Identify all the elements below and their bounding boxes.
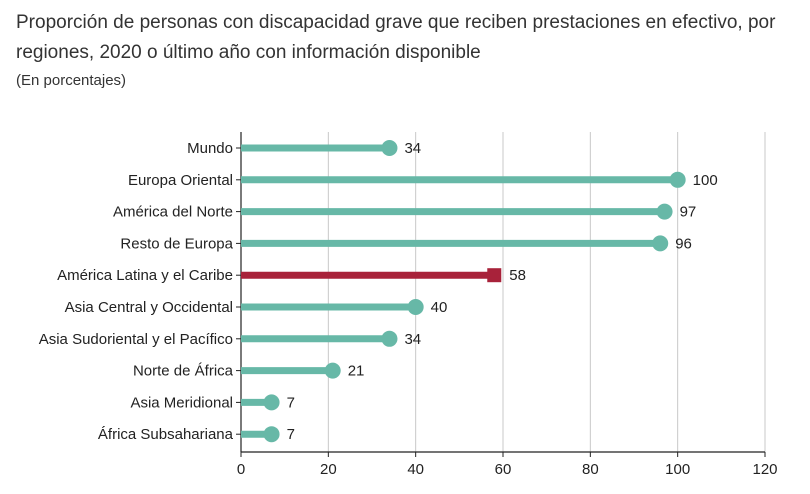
lollipop-marker-square xyxy=(487,268,502,283)
lollipop-marker xyxy=(656,203,673,220)
lollipop-marker xyxy=(324,362,341,379)
lollipop-marker xyxy=(669,171,686,188)
category-label: Asia Meridional xyxy=(130,394,233,411)
lollipop-marker xyxy=(263,426,280,443)
value-label: 97 xyxy=(680,204,697,221)
lollipop-marker xyxy=(263,394,280,411)
x-tick-label-20: 20 xyxy=(320,461,337,478)
chart-title: Proporción de personas con discapacidad … xyxy=(16,12,776,63)
category-label: Norte de África xyxy=(133,363,234,380)
category-label: Europa Oriental xyxy=(128,172,233,189)
lollipop-marker xyxy=(381,330,398,347)
category-label: Mundo xyxy=(187,140,233,157)
category-label: Asia Sudoriental y el Pacífico xyxy=(39,331,233,348)
value-label: 34 xyxy=(404,331,421,348)
value-label: 34 xyxy=(404,140,421,157)
value-label: 100 xyxy=(693,172,718,189)
x-tick-label-80: 80 xyxy=(582,461,599,478)
x-tick-label-0: 0 xyxy=(237,461,245,478)
value-label: 96 xyxy=(675,235,692,252)
value-label: 7 xyxy=(287,394,295,411)
x-tick-label-120: 120 xyxy=(752,461,777,478)
category-label: Resto de Europa xyxy=(120,235,233,252)
value-label: 58 xyxy=(509,267,526,284)
value-label: 40 xyxy=(431,299,448,316)
x-tick-label-40: 40 xyxy=(407,461,424,478)
category-label: América del Norte xyxy=(113,204,233,221)
lollipop-marker xyxy=(407,299,424,315)
value-label: 7 xyxy=(287,426,295,443)
x-tick-label-60: 60 xyxy=(495,461,512,478)
category-label: Asia Central y Occidental xyxy=(65,299,233,316)
chart-subtitle: (En porcentajes) xyxy=(16,72,127,89)
lollipop-marker xyxy=(652,235,669,252)
lollipop-marker xyxy=(381,140,398,156)
category-label: América Latina y el Caribe xyxy=(57,267,233,284)
value-label: 21 xyxy=(348,363,365,380)
x-tick-label-100: 100 xyxy=(665,461,690,478)
category-label: África Subsahariana xyxy=(98,426,234,443)
